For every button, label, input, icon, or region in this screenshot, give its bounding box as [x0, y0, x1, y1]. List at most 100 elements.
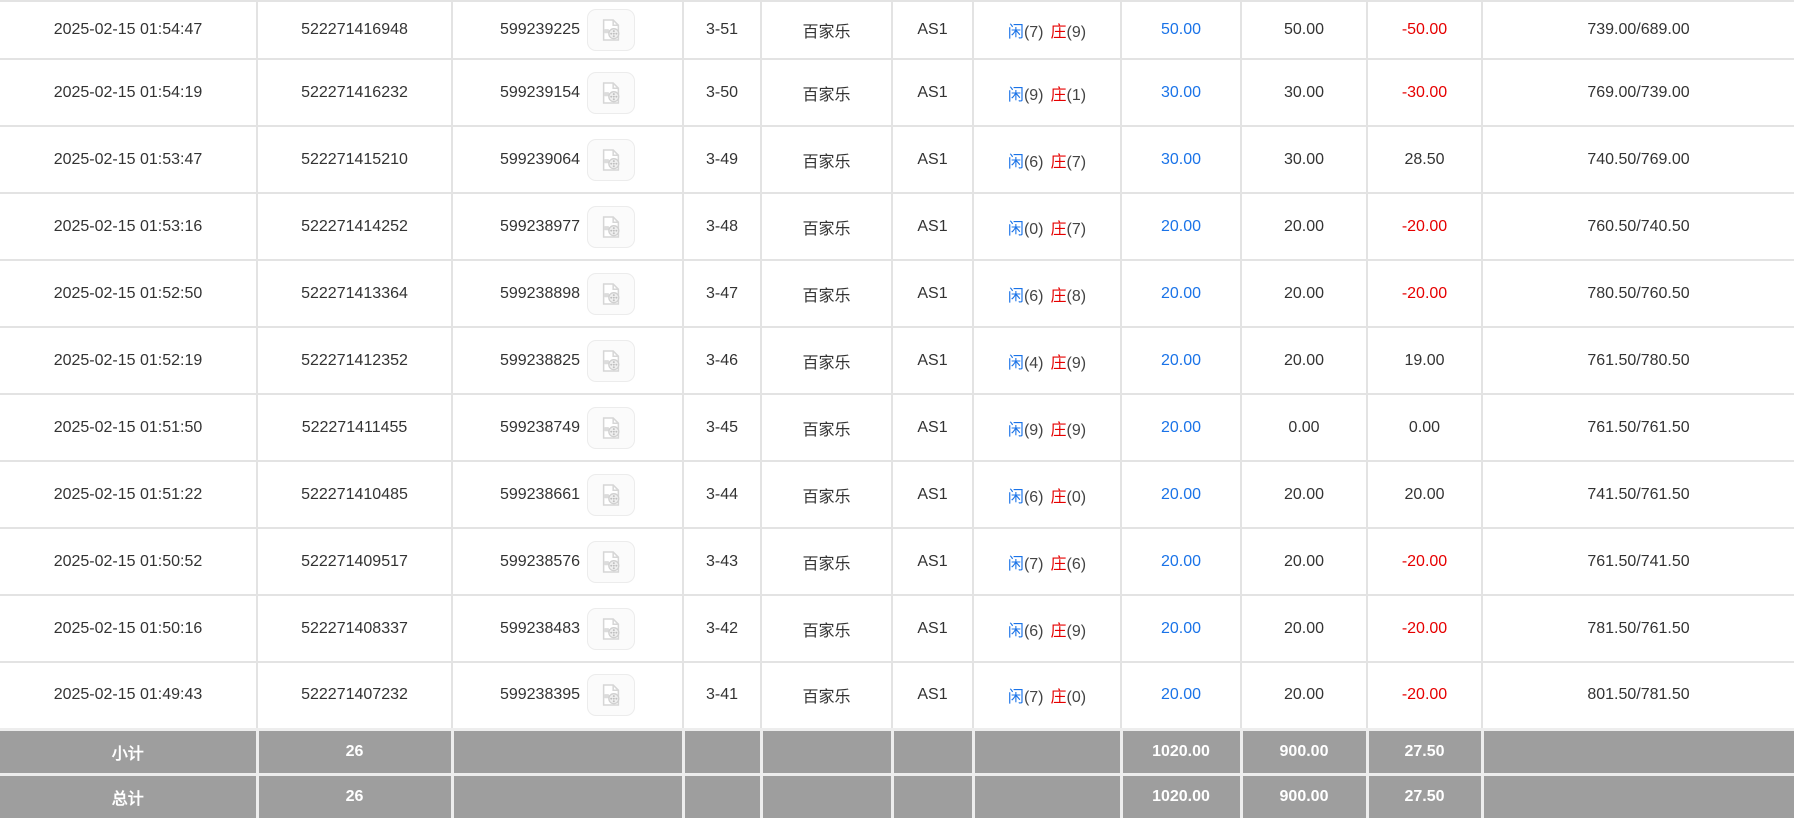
grand-total-count: 26	[255, 772, 454, 818]
video-replay-button[interactable]	[587, 473, 636, 516]
bet-id-cell: 522271416948	[256, 0, 453, 60]
banker-points: (7)	[1066, 220, 1087, 238]
valid-amount-cell: 30.00	[1240, 58, 1368, 127]
table-name-cell: AS1	[891, 125, 974, 194]
game-round-id: 599238977	[499, 217, 581, 235]
banker-result-label: 庄	[1050, 622, 1067, 640]
balance-cell: 769.00/739.00	[1481, 58, 1794, 127]
game-round-id: 599239154	[499, 83, 581, 101]
shoe-round-cell: 3-44	[682, 460, 762, 529]
game-type-cell: 百家乐	[760, 58, 893, 127]
banker-result-label: 庄	[1050, 488, 1067, 506]
game-result-cell: 闲(4) 庄(9)	[972, 326, 1122, 395]
player-result-label: 闲	[1007, 555, 1024, 573]
empty-cell	[1480, 772, 1794, 818]
grand-total-bet-amount: 1020.00	[1119, 772, 1243, 818]
banker-points: (9)	[1066, 24, 1087, 41]
video-replay-button[interactable]	[587, 9, 636, 51]
video-file-icon	[602, 684, 620, 706]
game-round-id: 599238576	[499, 552, 581, 570]
game-type-cell: 百家乐	[760, 594, 893, 663]
bet-record-row: 2025-02-15 01:53:47 522271415210 5992390…	[0, 125, 1794, 194]
banker-result-label: 庄	[1050, 220, 1067, 238]
bet-id-cell: 522271415210	[256, 125, 453, 194]
shoe-round-cell: 3-42	[682, 594, 762, 663]
video-replay-button[interactable]	[587, 272, 636, 315]
video-replay-button[interactable]	[587, 607, 636, 650]
balance-cell: 781.50/761.50	[1481, 594, 1794, 663]
bet-amount-cell: 20.00	[1120, 527, 1242, 596]
banker-points: (6)	[1066, 555, 1087, 573]
shoe-round-cell: 3-43	[682, 527, 762, 596]
video-replay-button[interactable]	[587, 205, 636, 248]
video-replay-button[interactable]	[587, 138, 636, 181]
table-name-cell: AS1	[891, 192, 974, 261]
table-name-cell: AS1	[891, 460, 974, 529]
game-result-cell: 闲(6) 庄(0)	[972, 460, 1122, 529]
video-replay-button[interactable]	[587, 339, 636, 382]
bet-id-cell: 522271408337	[256, 594, 453, 663]
bet-record-row: 2025-02-15 01:54:47 522271416948 5992392…	[0, 0, 1794, 60]
bet-id-cell: 522271410485	[256, 460, 453, 529]
balance-cell: 740.50/769.00	[1481, 125, 1794, 194]
video-replay-button[interactable]	[587, 71, 636, 114]
table-name-cell: AS1	[891, 527, 974, 596]
game-type-cell: 百家乐	[760, 125, 893, 194]
video-replay-button[interactable]	[587, 406, 636, 449]
video-replay-button[interactable]	[587, 540, 636, 583]
game-type-cell: 百家乐	[760, 192, 893, 261]
player-result-label: 闲	[1007, 287, 1024, 305]
valid-amount-cell: 20.00	[1240, 326, 1368, 395]
table-name-cell: AS1	[891, 326, 974, 395]
shoe-round-cell: 3-45	[682, 393, 762, 462]
shoe-round-cell: 3-51	[682, 0, 762, 60]
player-points: (7)	[1023, 24, 1044, 41]
valid-amount-cell: 20.00	[1240, 661, 1368, 730]
empty-cell	[450, 727, 685, 776]
empty-cell	[759, 772, 894, 818]
shoe-round-cell: 3-48	[682, 192, 762, 261]
player-result-label: 闲	[1007, 421, 1024, 439]
bet-time-cell: 2025-02-15 01:53:47	[0, 125, 258, 194]
grand-total-valid-amount: 900.00	[1239, 772, 1369, 818]
video-file-icon	[602, 483, 620, 506]
banker-points: (7)	[1066, 153, 1087, 171]
grand-total-winloss: 27.50	[1365, 772, 1484, 818]
game-result-cell: 闲(0) 庄(7)	[972, 192, 1122, 261]
balance-cell: 780.50/760.50	[1481, 259, 1794, 328]
video-file-icon	[602, 416, 620, 439]
banker-result-label: 庄	[1050, 421, 1067, 439]
game-round-id: 599239064	[499, 150, 581, 168]
bet-time-cell: 2025-02-15 01:52:50	[0, 259, 258, 328]
banker-result-label: 庄	[1050, 354, 1067, 372]
balance-cell: 760.50/740.50	[1481, 192, 1794, 261]
valid-amount-cell: 20.00	[1240, 192, 1368, 261]
empty-cell	[890, 772, 975, 818]
bet-amount-cell: 20.00	[1120, 393, 1242, 462]
bet-record-row: 2025-02-15 01:51:50 522271411455 5992387…	[0, 393, 1794, 462]
video-file-icon	[602, 215, 620, 238]
game-round-id: 599238395	[499, 686, 581, 704]
player-points: (7)	[1023, 689, 1044, 707]
banker-points: (0)	[1066, 488, 1087, 506]
game-round-id: 599238825	[499, 351, 581, 369]
game-result-cell: 闲(6) 庄(7)	[972, 125, 1122, 194]
banker-result-label: 庄	[1050, 287, 1067, 305]
table-name-cell: AS1	[891, 58, 974, 127]
video-replay-button[interactable]	[587, 674, 636, 717]
bet-id-cell: 522271414252	[256, 192, 453, 261]
winloss-cell: 20.00	[1366, 460, 1483, 529]
video-file-icon	[602, 19, 620, 41]
valid-amount-cell: 20.00	[1240, 460, 1368, 529]
game-result-cell: 闲(9) 庄(1)	[972, 58, 1122, 127]
player-points: (4)	[1023, 354, 1044, 372]
valid-amount-cell: 50.00	[1240, 0, 1368, 60]
player-result-label: 闲	[1007, 86, 1024, 104]
table-name-cell: AS1	[891, 0, 974, 60]
empty-cell	[890, 727, 975, 776]
game-round-id-cell: 599238825	[451, 326, 684, 395]
grand-total-label: 总计	[0, 772, 259, 818]
bet-time-cell: 2025-02-15 01:51:22	[0, 460, 258, 529]
banker-points: (1)	[1066, 86, 1087, 104]
